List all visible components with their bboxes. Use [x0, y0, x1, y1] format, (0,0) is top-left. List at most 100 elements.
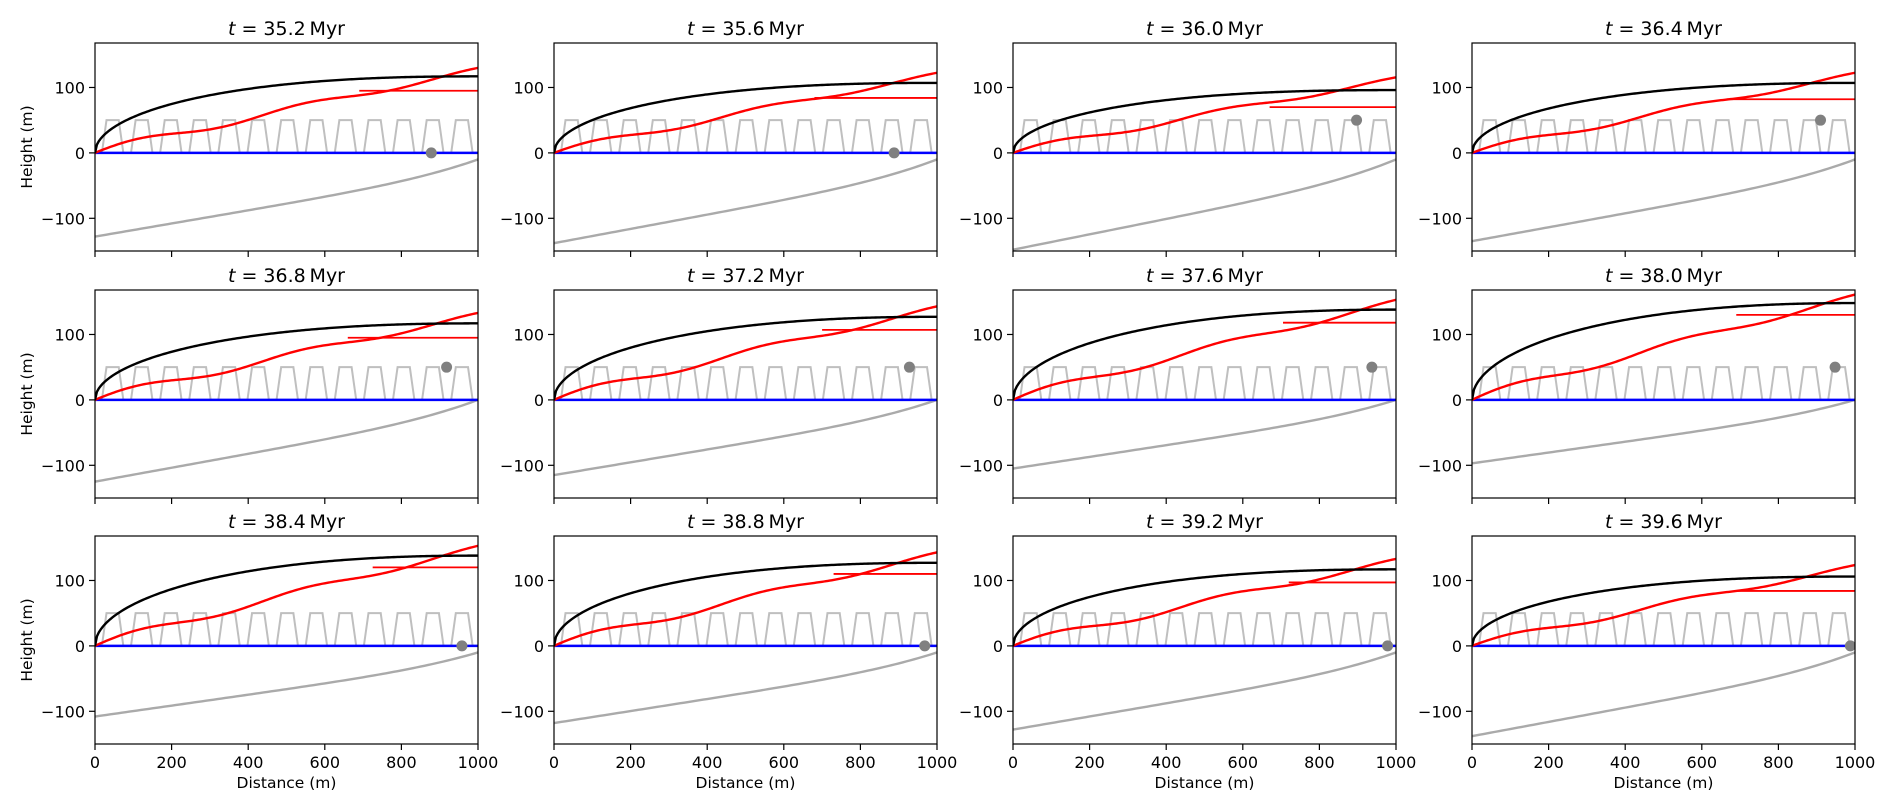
axes-frame: [1012, 42, 1397, 252]
x-tick-label: 1000: [1376, 753, 1417, 772]
title-unit: Myr: [1687, 265, 1723, 287]
y-tick-label: −100: [1418, 209, 1462, 228]
axes-frame: [553, 289, 938, 499]
title-variable: t: [687, 265, 696, 287]
y-tick-label: 100: [54, 78, 85, 97]
black-profile-series: [95, 554, 478, 647]
panel-title: t = 38.0 Myr: [1605, 265, 1722, 287]
panel-title: t = 39.2 Myr: [1146, 511, 1263, 533]
axes-frame: [1471, 289, 1856, 499]
black-profile-series: [95, 322, 478, 401]
red-surface-series: [1472, 71, 1855, 155]
x-tick-label: 200: [615, 753, 646, 772]
marker-point: [441, 361, 453, 373]
y-tick-label: −100: [1418, 702, 1462, 721]
subplot-5: −100 0 100 t = 36.8 Myr Height (m): [18, 265, 479, 504]
x-tick-label: 400: [233, 753, 264, 772]
y-axis-label: Height (m): [18, 352, 36, 435]
subplot-9: 0 200 400 600 800 1000 −100 0 100 t = 38.4 Myr Dis…: [18, 511, 498, 792]
axes-frame: [553, 535, 938, 745]
plot-area: [1472, 71, 1855, 243]
x-tick-label: 200: [156, 753, 187, 772]
x-axis-label: Distance (m): [1155, 774, 1255, 792]
y-tick-label: −100: [959, 456, 1003, 475]
y-tick-label: 0: [993, 391, 1003, 410]
y-tick-label: −100: [500, 702, 544, 721]
red-surface-series: [95, 544, 478, 647]
gray-trapezoid-series: [1013, 366, 1396, 401]
marker-point: [1844, 640, 1855, 652]
title-variable: t: [1146, 511, 1155, 533]
marker-point: [903, 361, 915, 373]
x-tick-label: 200: [1074, 753, 1105, 772]
gray-trapezoid-series: [95, 612, 478, 647]
subplot-8: −100 0 100 t = 38.0 Myr: [1418, 265, 1856, 504]
title-variable: t: [1605, 511, 1614, 533]
gray-base-series: [1472, 158, 1855, 243]
panel-title: t = 36.4 Myr: [1605, 18, 1722, 40]
red-surface-series: [95, 311, 478, 401]
title-unit: Myr: [310, 18, 346, 40]
x-tick-label: 0: [1008, 753, 1018, 772]
black-profile-series: [1013, 88, 1396, 154]
panel-title: t = 38.8 Myr: [687, 511, 804, 533]
red-surface-series: [1013, 76, 1396, 155]
x-axis-label: Distance (m): [696, 774, 796, 792]
marker-point: [1366, 361, 1378, 373]
y-tick-label: 100: [1431, 325, 1462, 344]
y-tick-label: 100: [54, 571, 85, 590]
red-surface-series: [1472, 293, 1855, 401]
y-tick-label: −100: [41, 209, 85, 228]
red-surface-series: [95, 66, 478, 154]
title-time: = 37.2: [694, 265, 768, 287]
x-tick-label: 0: [1467, 753, 1477, 772]
title-unit: Myr: [769, 265, 805, 287]
y-tick-label: −100: [41, 702, 85, 721]
y-tick-label: 0: [534, 144, 544, 163]
title-variable: t: [1146, 265, 1155, 287]
gray-base-series: [95, 398, 478, 483]
title-unit: Myr: [769, 511, 805, 533]
y-tick-label: 100: [513, 78, 544, 97]
title-time: = 38.4: [235, 511, 309, 533]
y-tick-label: −100: [959, 209, 1003, 228]
x-tick-label: 800: [845, 753, 876, 772]
y-tick-label: 0: [1452, 391, 1462, 410]
x-axis-label: Distance (m): [1614, 774, 1714, 792]
axes-frame: [1012, 535, 1397, 745]
black-profile-series: [1472, 301, 1855, 401]
y-tick-label: −100: [41, 456, 85, 475]
black-profile-series: [95, 75, 478, 154]
y-tick-label: 100: [972, 325, 1003, 344]
plot-area: [95, 66, 478, 238]
marker-point: [1829, 361, 1841, 373]
plot-area: [554, 71, 937, 245]
panel-title: t = 37.6 Myr: [1146, 265, 1263, 287]
plot-area: [1472, 563, 1855, 738]
gray-base-series: [554, 398, 937, 477]
gray-base-series: [1472, 398, 1855, 465]
title-time: = 38.8: [694, 511, 768, 533]
axes-frame: [94, 42, 479, 252]
y-tick-label: −100: [959, 702, 1003, 721]
gray-trapezoid-series: [554, 612, 937, 647]
plot-area: [95, 544, 478, 718]
y-tick-label: 0: [75, 144, 85, 163]
y-tick-label: 0: [534, 391, 544, 410]
title-time: = 39.6: [1612, 511, 1686, 533]
title-variable: t: [228, 18, 237, 40]
y-tick-label: 0: [534, 637, 544, 656]
gray-base-series: [1472, 651, 1855, 738]
title-time: = 39.2: [1153, 511, 1227, 533]
title-variable: t: [687, 18, 696, 40]
black-profile-series: [1013, 568, 1396, 647]
title-unit: Myr: [1687, 18, 1723, 40]
gray-base-series: [1013, 158, 1396, 251]
red-surface-series: [554, 71, 937, 155]
black-profile-series: [554, 315, 937, 401]
gray-base-series: [1013, 651, 1396, 731]
title-variable: t: [228, 511, 237, 533]
y-tick-label: 100: [54, 325, 85, 344]
axes-frame: [553, 42, 938, 252]
